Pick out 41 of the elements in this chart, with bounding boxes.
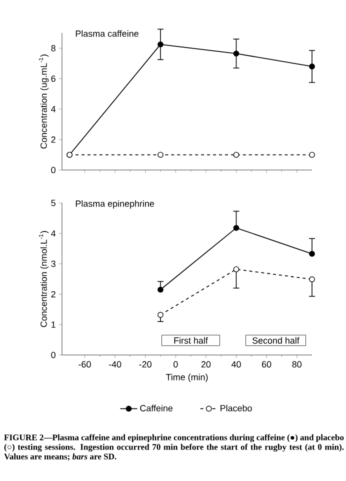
x-tick-label: 20 [201,361,211,368]
chart-title: Plasma epinephrine [76,200,154,209]
point [158,312,164,318]
point [309,64,315,70]
y-tick-label: 1 [52,322,56,328]
point [158,41,164,48]
x-tick-label: 0 [173,361,178,368]
point [233,224,240,231]
annotation: First half [174,337,208,344]
y-tick-label: 8 [51,45,56,52]
x-tick-label: 60 [262,361,272,368]
y-tick-label: 2 [51,291,56,298]
point [309,276,315,282]
point [158,286,164,293]
point [233,152,240,158]
y-tick-label: 5 [51,200,56,206]
legend-label: Placebo [220,404,252,412]
y-tick-label: 3 [51,260,56,267]
y-tick-label: 4 [51,230,56,236]
y-tick-label: 0 [51,352,56,358]
point [309,152,315,158]
x-tick-label: 40 [231,361,241,368]
y-tick-label: 0 [51,166,56,174]
annotation: Second half [252,337,300,344]
point [158,152,164,158]
y-tick-label: 2 [51,136,56,143]
point [233,266,240,272]
y-axis-title: Concentration (nmol.L$^{-1}$) [38,231,49,328]
legend-label: Caffeine [140,404,173,412]
x-tick-label: 80 [292,361,302,368]
y-tick-label: 6 [51,75,56,82]
point [309,250,315,257]
y-tick-label: 4 [51,106,56,112]
caption: FIGURE 2—Plasma caffeine and epinephrine concentrations during caffeine (●) and placebo (○) testing sessions. Ingestion occurred 70 min before the start of the rugby test (at 0 min). Values are means; bars are SD. [4,434,344,461]
x-tick-label: -20 [139,361,152,368]
x-tick-label: -40 [108,361,122,368]
x-tick-label: -60 [78,361,91,368]
point [233,50,240,56]
y-axis-title: Concentration (ug.mL$^{-1}$) [38,54,49,149]
x-axis-title: Time (min) [166,374,208,382]
chart-title: Plasma caffeine [76,30,138,37]
